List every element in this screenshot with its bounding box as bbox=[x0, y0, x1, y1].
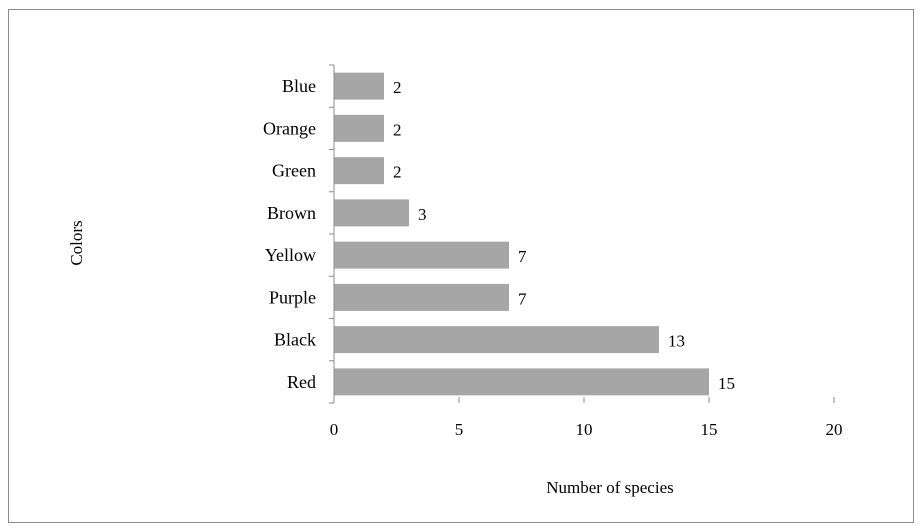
data-label-brown: 3 bbox=[418, 205, 427, 224]
bar-green bbox=[334, 157, 384, 185]
bar-blue bbox=[334, 72, 384, 100]
x-tick-label-10: 10 bbox=[576, 420, 593, 439]
category-label-red: Red bbox=[287, 372, 316, 392]
category-label-brown: Brown bbox=[267, 203, 316, 223]
bar-brown bbox=[334, 199, 409, 227]
category-label-black: Black bbox=[274, 330, 316, 350]
x-axis-label: Number of species bbox=[546, 478, 673, 497]
labels-group: Blue 2 Orange 2 Green 2 Brown 3 Yellow 7 Purple 7 Bl… bbox=[263, 76, 842, 439]
x-tick-label-5: 5 bbox=[455, 420, 464, 439]
data-label-blue: 2 bbox=[393, 78, 402, 97]
category-label-yellow: Yellow bbox=[265, 245, 316, 265]
category-label-purple: Purple bbox=[269, 287, 316, 307]
bar-yellow bbox=[334, 241, 509, 269]
data-label-yellow: 7 bbox=[518, 247, 527, 266]
category-label-green: Green bbox=[272, 161, 316, 181]
bar-orange bbox=[334, 114, 384, 142]
x-tick-label-15: 15 bbox=[701, 420, 718, 439]
category-label-orange: Orange bbox=[263, 118, 316, 138]
x-tick-label-0: 0 bbox=[330, 420, 339, 439]
axes-group bbox=[329, 64, 835, 404]
category-label-blue: Blue bbox=[282, 76, 316, 96]
x-tick-label-20: 20 bbox=[826, 420, 843, 439]
data-label-red: 15 bbox=[718, 374, 735, 393]
data-label-black: 13 bbox=[668, 332, 685, 351]
bar-black bbox=[334, 326, 659, 354]
y-axis-label: Colors bbox=[67, 220, 86, 265]
data-label-orange: 2 bbox=[393, 120, 402, 139]
bar-red bbox=[334, 368, 709, 396]
bars-group bbox=[334, 72, 709, 396]
data-label-green: 2 bbox=[393, 163, 402, 182]
data-label-purple: 7 bbox=[518, 289, 527, 308]
bar-purple bbox=[334, 283, 509, 311]
